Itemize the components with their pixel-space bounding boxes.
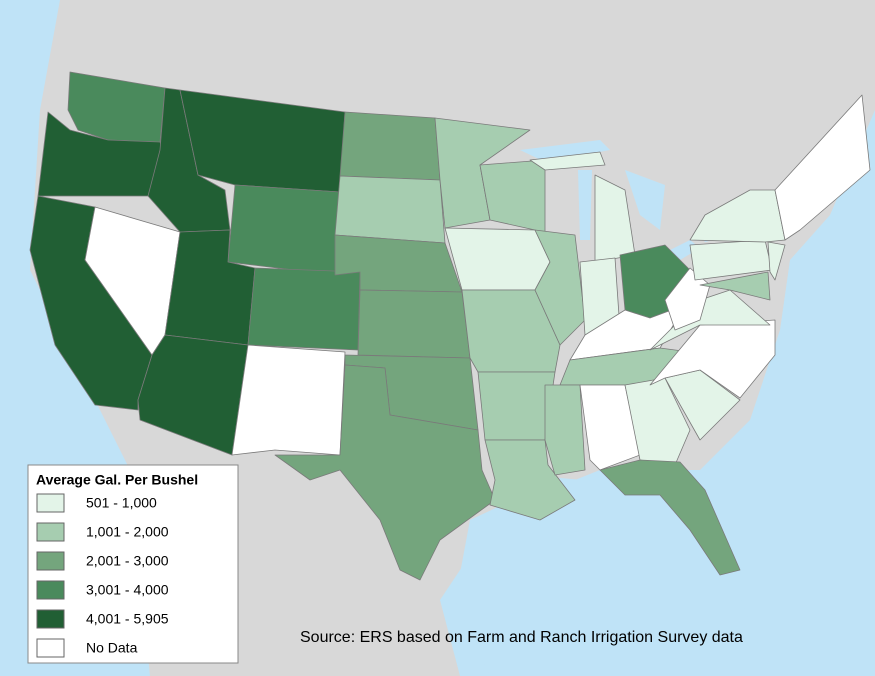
- legend-label: 4,001 - 5,905: [86, 611, 169, 627]
- state: [274, 364, 496, 581]
- state: [339, 111, 441, 181]
- legend-swatch: [36, 580, 65, 600]
- states: [29, 71, 871, 581]
- source-note: Source: ERS based on Farm and Ranch Irri…: [300, 629, 743, 646]
- state: [774, 94, 871, 241]
- legend-swatch: [36, 638, 65, 658]
- state: [231, 344, 346, 456]
- state: [484, 439, 576, 521]
- state: [477, 371, 556, 441]
- state: [529, 151, 606, 171]
- legend-label: 3,001 - 4,000: [86, 582, 169, 598]
- state: [599, 459, 741, 576]
- state: [767, 241, 786, 281]
- state: [334, 175, 446, 244]
- legend-items: 501 - 1,000 1,001 - 2,000 2,001 - 3,000 3,0…: [36, 493, 169, 658]
- state: [357, 289, 471, 359]
- state: [544, 384, 586, 476]
- legend-label: 501 - 1,000: [86, 495, 157, 511]
- legend-label: 1,001 - 2,000: [86, 524, 169, 540]
- state: [699, 271, 771, 301]
- state: [579, 384, 641, 471]
- state: [247, 267, 361, 351]
- legend-label: 2,001 - 3,000: [86, 553, 169, 569]
- legend-swatch: [36, 493, 65, 513]
- state: [664, 267, 711, 331]
- legend-swatch: [36, 551, 65, 571]
- legend-swatch: [36, 522, 65, 542]
- state: [227, 184, 341, 276]
- legend-title: Average Gal. Per Bushel: [36, 472, 198, 488]
- state: [534, 229, 586, 346]
- legend-swatch: [36, 609, 65, 629]
- legend-label: No Data: [86, 640, 138, 656]
- state: [444, 227, 551, 291]
